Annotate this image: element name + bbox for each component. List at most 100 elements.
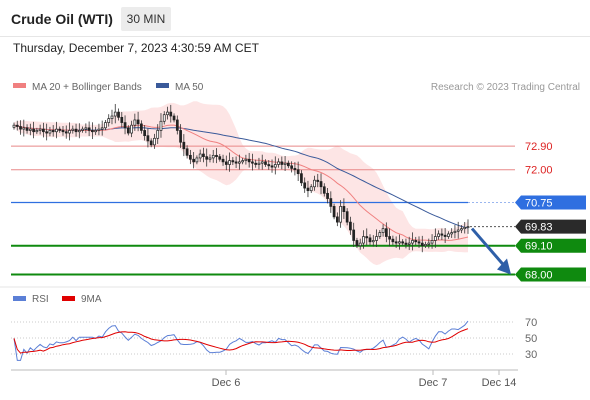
candle: [107, 114, 111, 127]
candle: [38, 124, 42, 135]
candle: [443, 228, 447, 244]
candle: [140, 120, 143, 134]
candle: [257, 157, 261, 170]
ma9-legend-label: 9MA: [81, 294, 102, 305]
candle: [153, 133, 156, 149]
candle: [208, 154, 212, 163]
timeframe-button[interactable]: 30 MIN: [121, 7, 171, 31]
candle-body: [58, 128, 62, 131]
header-divider: [0, 36, 590, 37]
candle-body: [247, 158, 251, 163]
candle-body: [456, 229, 460, 232]
candle: [202, 147, 205, 163]
candle: [156, 124, 160, 144]
candle-body: [149, 140, 153, 146]
candle-body: [19, 126, 22, 130]
candle-body: [316, 179, 320, 182]
candle-body: [156, 130, 160, 139]
candle: [15, 120, 19, 131]
candle-body: [61, 130, 65, 133]
candle: [401, 239, 405, 246]
candle: [28, 123, 32, 136]
candle-body: [371, 240, 375, 243]
candle-body: [198, 153, 202, 159]
candle: [394, 236, 398, 248]
candle: [414, 236, 418, 245]
candle: [283, 155, 287, 171]
candle-body: [81, 128, 84, 131]
candle: [94, 126, 98, 135]
candle-body: [411, 240, 414, 244]
last-price-label: 69.83: [525, 222, 553, 234]
candle: [126, 125, 130, 136]
support-label-box: [515, 267, 586, 282]
candle: [117, 108, 120, 121]
candle: [218, 154, 222, 162]
candle-body: [91, 130, 94, 133]
candle: [185, 145, 189, 159]
candle: [391, 235, 395, 245]
candle: [123, 115, 127, 135]
candle-body: [159, 120, 163, 131]
candle-body: [48, 130, 52, 134]
candle-body: [45, 131, 49, 134]
candle-body: [300, 173, 303, 184]
ma9-legend-swatch: [62, 296, 75, 301]
candle: [417, 236, 421, 248]
candle: [303, 177, 307, 193]
candle-body: [68, 130, 71, 134]
candle-body: [22, 127, 26, 130]
candle: [45, 123, 49, 141]
candle-body: [189, 154, 192, 160]
candle: [35, 127, 39, 135]
candle-body: [100, 127, 104, 130]
candle: [411, 232, 414, 251]
candle-body: [286, 162, 290, 167]
candle-body: [185, 148, 189, 156]
candle-body: [381, 228, 385, 233]
candle: [211, 149, 215, 163]
candle-body: [319, 181, 323, 188]
candle: [388, 228, 391, 247]
candle: [378, 229, 382, 239]
candle: [221, 154, 225, 166]
candle-body: [332, 206, 336, 218]
rsi-level-label: 50: [525, 333, 537, 345]
candle: [290, 161, 293, 173]
candle: [71, 125, 75, 134]
candle-body: [205, 156, 209, 160]
candle-body: [306, 187, 310, 192]
x-tick-label: Dec 14: [482, 377, 517, 389]
candle-body: [130, 124, 133, 134]
candle-body: [414, 240, 418, 243]
candle-body: [208, 157, 212, 160]
candle: [329, 191, 333, 213]
candle-body: [38, 128, 42, 131]
candle-body: [345, 211, 349, 223]
candle: [254, 159, 258, 168]
candle-body: [352, 229, 356, 241]
candle: [68, 122, 71, 141]
candle: [228, 152, 231, 172]
candle-body: [309, 186, 313, 192]
research-credit: Research © 2023 Trading Central: [431, 82, 580, 93]
candle-body: [251, 161, 254, 164]
candle-body: [136, 119, 140, 125]
candle-body: [123, 122, 127, 129]
candle: [460, 225, 463, 234]
candle-body: [417, 241, 421, 244]
candle: [87, 121, 91, 137]
candle: [241, 157, 244, 165]
rsi-panel: 70 50 30: [11, 317, 537, 361]
support-label: 68.00: [525, 270, 553, 282]
candle-body: [277, 161, 280, 165]
candle-body: [460, 228, 463, 231]
resistance-label: 72.00: [525, 165, 553, 177]
candle: [32, 121, 35, 139]
ma20-legend-label: MA 20 + Bollinger Bands: [32, 82, 142, 93]
candle: [355, 237, 359, 249]
candle-body: [234, 161, 238, 164]
candle-body: [264, 161, 267, 165]
resistance-label: 72.90: [525, 141, 553, 153]
